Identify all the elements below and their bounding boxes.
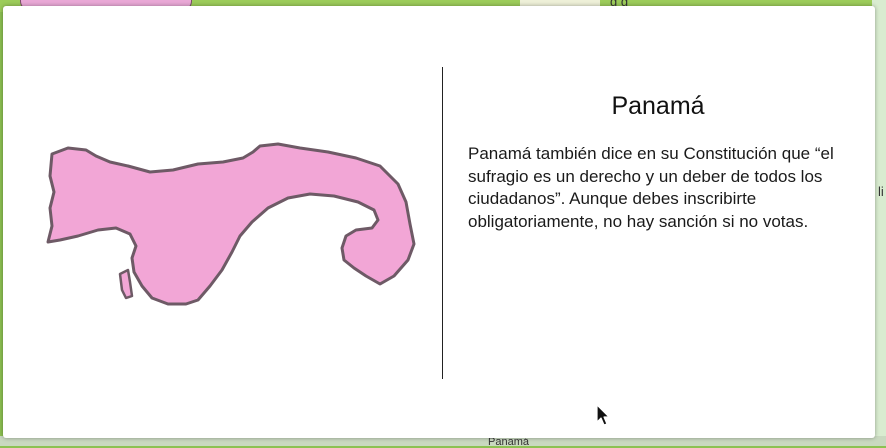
panama-map-icon (38, 136, 428, 316)
country-description: Panamá también dice en su Constitución q… (468, 144, 834, 231)
background-map-label: g g (610, 0, 629, 9)
background-side-panel (872, 0, 886, 446)
country-title: Panamá (611, 92, 705, 120)
background-side-text: li (878, 184, 884, 199)
arrow-cursor-icon (596, 404, 610, 426)
background-bottom-strip (0, 436, 886, 446)
vertical-divider (442, 67, 443, 379)
background-country-label: Panamá (488, 436, 529, 448)
country-info-modal: Panamá Panamá también dice en su Constit… (3, 6, 875, 438)
